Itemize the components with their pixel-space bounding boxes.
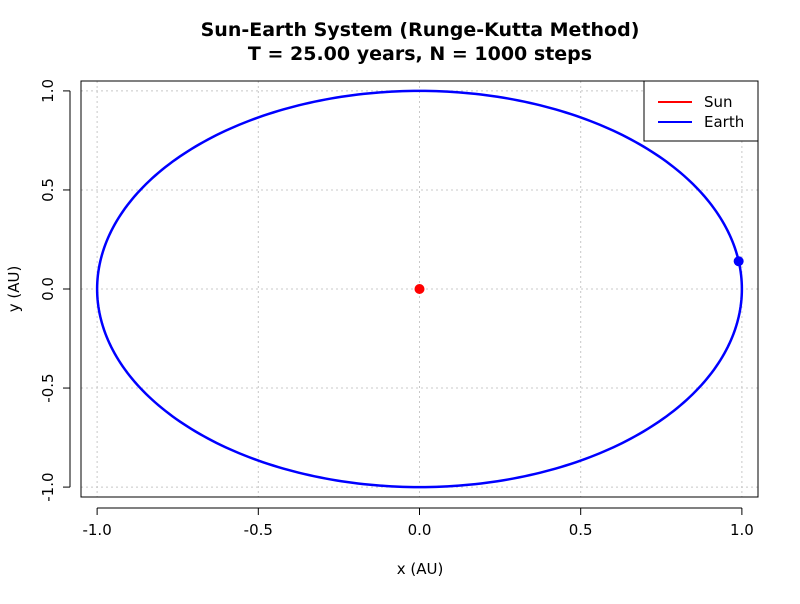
- y-axis-title: y (AU): [5, 266, 23, 313]
- legend-box: [643, 80, 759, 142]
- chart-title: Sun-Earth System (Runge-Kutta Method): [201, 19, 640, 41]
- x-axis-title: x (AU): [397, 560, 444, 578]
- earth-marker: [733, 256, 744, 267]
- grid-lines: [81, 81, 758, 497]
- y-tick-label-1: -0.5: [39, 373, 57, 402]
- legend-label-earth: Earth: [704, 113, 744, 131]
- legend: Sun Earth: [643, 80, 759, 142]
- y-tick-label-4: 1.0: [39, 79, 57, 103]
- earth-orbit-line: [95, 89, 744, 489]
- sun-marker: [414, 284, 425, 294]
- x-tick-label-3: 0.5: [569, 521, 593, 539]
- series-layer: [95, 89, 744, 489]
- legend-label-sun: Sun: [704, 93, 733, 111]
- axes: -1.0 -0.5 0.0 0.5 1.0 -1.0 -0.5 0.0 0.5 1.0: [39, 79, 754, 539]
- chart-subtitle: T = 25.00 years, N = 1000 steps: [248, 43, 592, 65]
- x-tick-label-1: -0.5: [244, 521, 273, 539]
- x-tick-label-4: 1.0: [730, 521, 754, 539]
- x-tick-label-0: -1.0: [82, 521, 111, 539]
- y-tick-label-2: 0.0: [39, 277, 57, 301]
- plot-area-border: [80, 80, 759, 498]
- y-tick-label-3: 0.5: [39, 178, 57, 202]
- x-tick-label-2: 0.0: [408, 521, 432, 539]
- y-tick-label-0: -1.0: [39, 472, 57, 501]
